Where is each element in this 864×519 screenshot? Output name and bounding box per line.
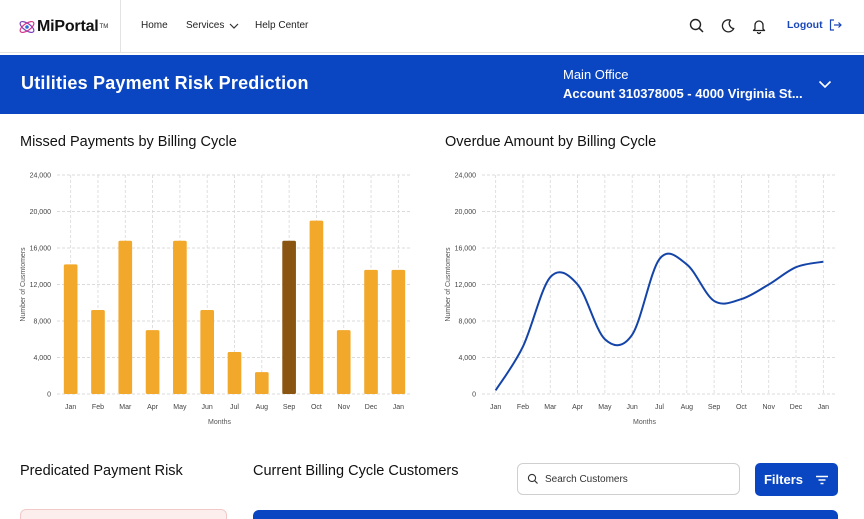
x-tick-label: Oct [736,404,747,411]
nav-services-menu[interactable]: Services [186,20,239,31]
top-navigation: MiPortal TM Home Services Help Center Lo… [0,0,864,53]
search-icon [527,473,538,484]
bar-sep-8 [282,240,296,394]
bar-dec-11 [364,269,378,394]
y-tick-label: 20,000 [30,209,52,216]
bar-jul-6 [227,352,242,394]
x-tick-label: Jun [202,404,213,411]
office-account-selector[interactable]: Main Office Account 310378005 - 4000 Vir… [563,67,803,101]
bar-feb-1 [91,310,105,394]
x-tick-label: Feb [92,404,104,411]
x-tick-label: Jul [230,404,239,411]
chevron-down-icon [229,23,239,29]
logout-icon [829,19,842,31]
bar-mar-2 [118,240,133,394]
logout-button[interactable]: Logout [787,19,842,31]
x-tick-label: Sep [283,404,296,411]
x-tick-label: Apr [572,404,584,411]
logout-label: Logout [787,19,823,31]
payment-risk-section-title: Predicated Payment Risk [20,463,183,479]
x-tick-label: Dec [790,404,803,411]
y-tick-label: 4,000 [458,355,476,362]
x-tick-label: May [173,404,187,411]
y-tick-label: 24,000 [30,173,52,180]
x-tick-label: Mar [119,404,132,411]
x-tick-label: Jan [393,404,404,411]
y-tick-label: 12,000 [30,282,52,289]
bar-jan-0 [63,264,78,394]
x-tick-label: Jan [490,404,501,411]
bell-icon[interactable] [750,17,768,35]
y-tick-label: 0 [47,392,51,399]
logo-trademark: TM [99,24,109,30]
y-tick-label: 16,000 [455,246,477,253]
customers-section-title: Current Billing Cycle Customers [253,463,459,479]
x-tick-label: Aug [681,404,694,411]
x-tick-label: Sep [708,404,721,411]
page-header-banner: Utilities Payment Risk Prediction Main O… [0,55,864,114]
x-tick-label: Jan [65,404,76,411]
y-tick-label: 12,000 [455,282,477,289]
x-tick-label: Apr [147,404,159,411]
search-customers-box[interactable] [517,463,740,495]
x-tick-label: Jan [818,404,829,411]
miportal-logo[interactable]: MiPortal TM [18,14,108,40]
y-tick-label: 20,000 [455,209,477,216]
bar-may-4 [173,240,187,394]
x-tick-label: Nov [763,404,776,411]
x-tick-label: Oct [311,404,322,411]
overdue-amount-chart-title: Overdue Amount by Billing Cycle [445,134,657,150]
x-axis-title: Months [633,419,656,426]
bar-aug-7 [254,372,269,394]
filters-label: Filters [763,472,803,487]
x-tick-label: May [598,404,612,411]
x-tick-label: Jun [627,404,638,411]
logo-mark-icon [18,18,36,36]
logo-text: MiPortal [37,18,99,35]
bar-jan-12 [391,269,406,394]
office-name: Main Office [563,67,629,82]
x-tick-label: Nov [338,404,351,411]
x-tick-label: Jul [655,404,664,411]
y-tick-label: 16,000 [30,246,52,253]
y-tick-label: 0 [472,392,476,399]
y-tick-label: 8,000 [458,319,476,326]
overdue-amount-line-chart: 0 4,000 8,000 12,000 16,000 20,000 24,000 Jan Fe… [445,173,837,426]
y-axis-title: Number of Cusmtomers [445,247,452,322]
account-label: Account 310378005 - 4000 Virginia St... [563,86,803,101]
search-icon[interactable] [688,17,706,35]
filter-icon [816,475,828,484]
page-title: Utilities Payment Risk Prediction [21,73,309,93]
x-tick-label: Aug [256,404,269,411]
y-axis-title: Number of Cusmtomers [20,247,27,322]
nav-divider [120,0,121,53]
dark-mode-moon-icon[interactable] [719,17,737,35]
customers-table-header [253,510,838,519]
chevron-down-icon[interactable] [818,77,832,91]
y-tick-label: 8,000 [33,319,51,326]
y-tick-label: 24,000 [455,173,477,180]
x-tick-label: Dec [365,404,378,411]
bar-oct-9 [309,220,324,394]
search-customers-input[interactable] [545,473,725,485]
missed-payments-chart-title: Missed Payments by Billing Cycle [20,134,237,150]
bar-nov-10 [336,330,351,394]
nav-help-center-link[interactable]: Help Center [255,20,309,31]
x-axis-title: Months [208,419,231,426]
y-tick-label: 4,000 [33,355,51,362]
nav-services-label: Services [186,20,225,31]
x-tick-label: Feb [517,404,529,411]
bar-jun-5 [200,310,215,394]
missed-payments-bar-chart: 0 4,000 8,000 12,000 16,000 20,000 24,000 Jan Fe… [20,173,412,426]
nav-home-link[interactable]: Home [141,20,168,31]
bar-apr-3 [145,330,160,394]
filters-button[interactable]: Filters [755,463,838,496]
payment-risk-card [20,509,227,519]
x-tick-label: Mar [544,404,557,411]
